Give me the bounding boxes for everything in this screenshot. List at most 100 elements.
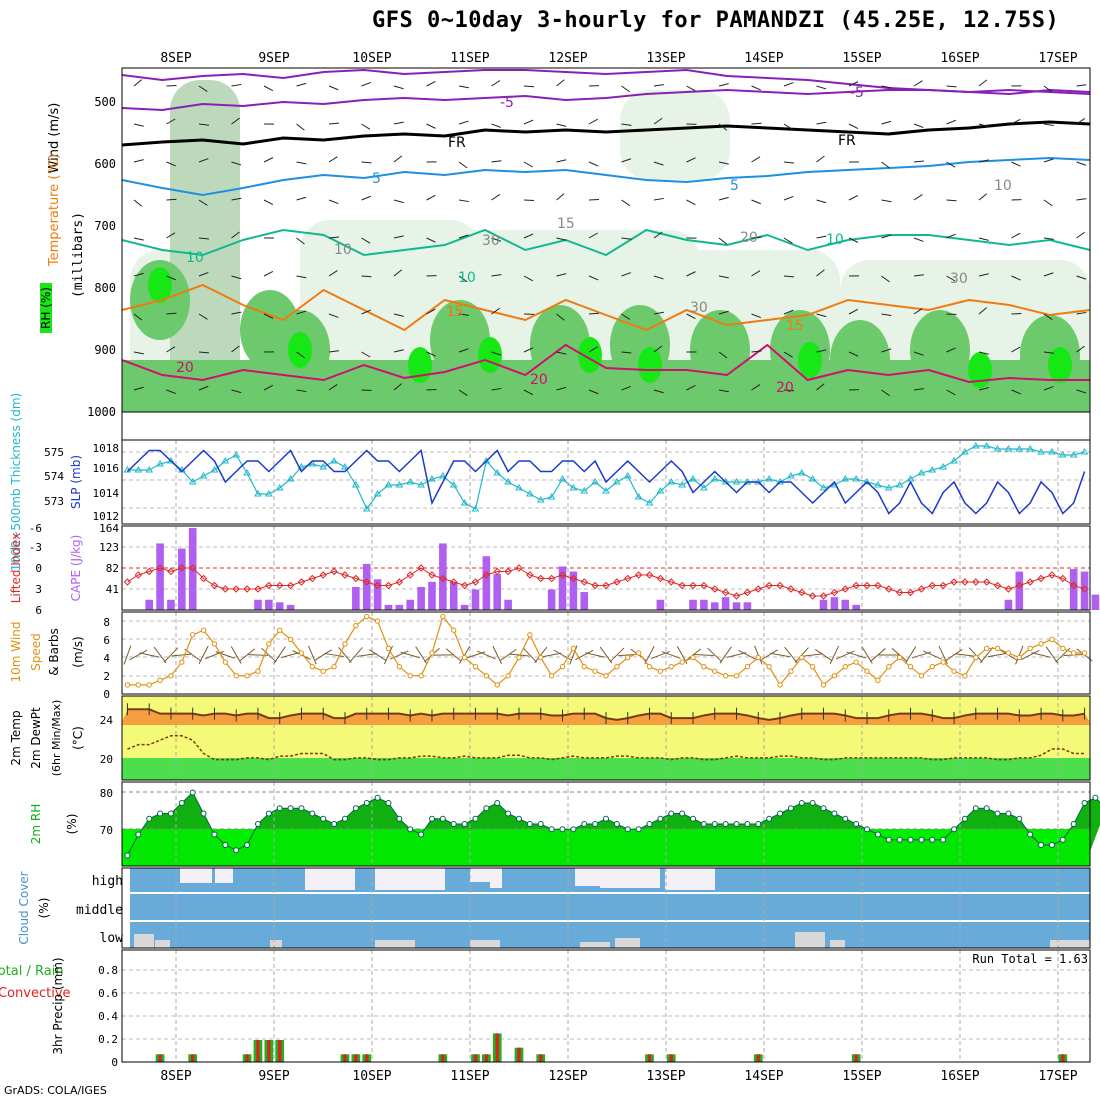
- rh-saturated-patch: [578, 337, 602, 373]
- wind10-barb: [163, 647, 179, 663]
- cape-bar: [395, 604, 404, 610]
- wind-barb: [328, 350, 339, 353]
- wind10-marker: [135, 682, 142, 688]
- rh2m-marker: [1081, 800, 1088, 806]
- date-label-top: 15SEP: [842, 51, 881, 66]
- li-marker: [776, 581, 784, 590]
- date-label-top: 14SEP: [744, 51, 783, 66]
- date-label-top: 8SEP: [160, 51, 191, 66]
- rh2m-marker: [352, 805, 359, 812]
- rh2m-marker: [374, 794, 381, 801]
- wind10-marker: [886, 663, 892, 670]
- wind10-marker: [222, 659, 229, 665]
- wind10-marker: [385, 645, 392, 652]
- cloud-high-block: [600, 868, 660, 888]
- wind-barb: [166, 346, 176, 353]
- wind-barb: [1011, 389, 1021, 395]
- wind-barb: [133, 313, 143, 321]
- wind-barb: [491, 80, 501, 87]
- wind-barb: [978, 159, 989, 163]
- wind10-marker: [733, 673, 740, 679]
- wind10-marker: [472, 663, 479, 670]
- wind-barb: [783, 275, 795, 278]
- li-marker: [254, 585, 262, 593]
- wind-barb: [881, 120, 892, 125]
- wind-barb: [133, 386, 144, 391]
- rh2m-marker: [787, 805, 794, 812]
- wind-barb: [263, 384, 274, 391]
- thickness-marker: [732, 478, 741, 485]
- wind-barb: [361, 389, 372, 392]
- wind10-marker: [668, 663, 674, 670]
- wind-barb: [718, 161, 729, 165]
- li-marker: [993, 581, 1002, 590]
- rh2m-marker: [428, 815, 435, 822]
- wind-barb: [328, 199, 339, 205]
- rh2m-marker: [635, 826, 642, 833]
- wind-barb: [458, 389, 468, 397]
- li-marker: [1080, 585, 1089, 593]
- li-marker: [558, 571, 567, 579]
- wind10-marker: [200, 627, 207, 633]
- rh2m-marker: [809, 800, 816, 806]
- wind-barb: [816, 269, 825, 277]
- precip-convective-bar: [441, 1054, 445, 1062]
- cape-bar: [254, 599, 262, 610]
- wind10-barb: [324, 652, 345, 658]
- cloud-low-block: [830, 940, 845, 948]
- rh2m-marker: [951, 826, 958, 833]
- wind10-marker: [951, 668, 957, 674]
- wind10-marker: [809, 663, 816, 670]
- rh2m-marker: [918, 836, 925, 843]
- wind10-axis-label-d: (m/s): [71, 636, 85, 667]
- rh2m-marker: [853, 821, 860, 827]
- thickness-marker: [928, 466, 937, 473]
- li-marker: [906, 588, 915, 597]
- contour-label: 15: [446, 304, 464, 320]
- wind10-marker: [831, 673, 838, 679]
- rh2m-marker: [157, 810, 164, 817]
- wind10-tick: 0: [103, 688, 110, 701]
- contour-label: -5: [850, 85, 864, 101]
- wind10-marker: [983, 645, 990, 652]
- wind10-barb: [153, 646, 167, 664]
- wind10-tick: 2: [103, 670, 110, 683]
- cape-tick: 164: [99, 522, 119, 535]
- wind-barb: [458, 313, 469, 316]
- wind10-barb: [1021, 650, 1040, 660]
- wind-barb: [296, 310, 307, 315]
- rh2m-marker: [548, 826, 555, 833]
- wind-barb: [556, 123, 567, 127]
- wind10-barb: [922, 650, 942, 660]
- wind-barb: [296, 237, 305, 245]
- wind10-barb: [204, 650, 224, 660]
- rh2m-marker: [189, 789, 196, 796]
- wind10-barb: [348, 647, 363, 663]
- wind10-barb: [770, 652, 790, 658]
- wind10-marker: [494, 682, 500, 688]
- wind-barb: [458, 120, 469, 125]
- wind10-barb: [415, 646, 427, 664]
- thickness-marker: [1037, 448, 1045, 455]
- wind-barb: [621, 85, 630, 93]
- wind-barb: [393, 121, 404, 125]
- contour-label: -5: [500, 95, 514, 111]
- li-marker: [210, 581, 219, 590]
- wind10-marker: [516, 654, 522, 661]
- li-marker: [439, 574, 447, 583]
- wind10-barb: [829, 645, 840, 665]
- temperature-axis-label: Temperature (°C): [47, 154, 62, 267]
- wind-barb: [783, 161, 794, 164]
- wind-barb: [1043, 351, 1054, 354]
- rh-axis-label: RH (%): [39, 287, 53, 329]
- wind10-barb: [979, 646, 994, 664]
- rh2m-marker: [1048, 842, 1055, 848]
- wind10-marker: [331, 663, 337, 670]
- li-marker: [1037, 574, 1045, 583]
- rh2m-marker: [309, 810, 316, 817]
- cape-bar: [482, 556, 491, 610]
- wind-barb: [686, 313, 696, 319]
- wind-barb: [523, 199, 535, 202]
- wind-barb: [491, 387, 502, 391]
- cape-bar: [265, 599, 273, 610]
